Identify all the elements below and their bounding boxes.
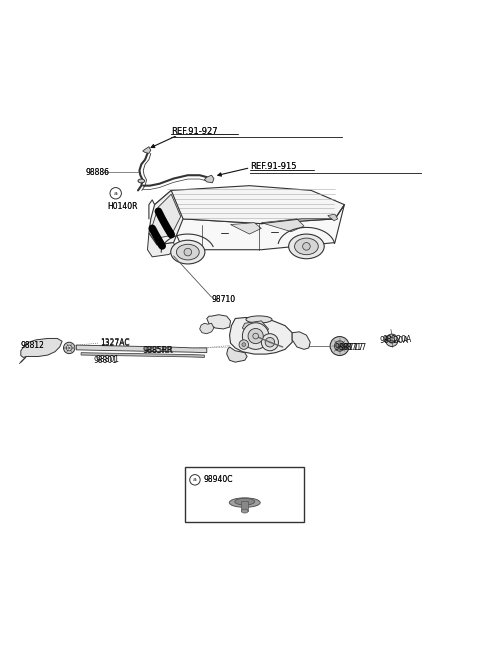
Text: a: a	[193, 478, 197, 482]
Ellipse shape	[295, 238, 318, 255]
Circle shape	[110, 188, 121, 199]
Polygon shape	[147, 233, 176, 257]
Polygon shape	[261, 219, 304, 232]
Polygon shape	[149, 190, 183, 245]
Text: 98801: 98801	[94, 356, 118, 365]
Circle shape	[239, 340, 249, 350]
Ellipse shape	[171, 240, 205, 264]
Ellipse shape	[241, 509, 248, 513]
Text: 98886: 98886	[86, 168, 110, 177]
Circle shape	[66, 345, 72, 351]
Text: H0140R: H0140R	[107, 202, 138, 211]
Text: 98812: 98812	[21, 340, 45, 350]
Circle shape	[385, 334, 398, 346]
Polygon shape	[171, 190, 344, 250]
Text: 9885RR: 9885RR	[144, 346, 174, 355]
Circle shape	[184, 248, 192, 256]
Text: 98717: 98717	[343, 344, 367, 352]
Text: 98812: 98812	[21, 341, 45, 350]
Circle shape	[253, 333, 259, 339]
Polygon shape	[81, 353, 204, 358]
Text: REF.91-915: REF.91-915	[251, 162, 297, 171]
Text: 1327AC: 1327AC	[100, 338, 130, 347]
Circle shape	[242, 323, 269, 350]
Polygon shape	[230, 222, 261, 234]
Bar	[241, 501, 248, 511]
Text: a: a	[114, 191, 118, 195]
Text: H0140R: H0140R	[107, 202, 138, 211]
Text: 1327AC: 1327AC	[100, 338, 130, 348]
Text: 98940C: 98940C	[204, 476, 233, 484]
Ellipse shape	[235, 499, 255, 505]
Ellipse shape	[246, 316, 272, 323]
Circle shape	[248, 329, 263, 344]
Circle shape	[190, 474, 200, 485]
Polygon shape	[227, 347, 247, 362]
Circle shape	[302, 243, 310, 250]
Polygon shape	[229, 318, 292, 354]
Polygon shape	[204, 175, 214, 183]
Text: 98940C: 98940C	[204, 476, 233, 484]
Ellipse shape	[138, 179, 144, 183]
Polygon shape	[76, 345, 207, 353]
Polygon shape	[242, 321, 268, 334]
Text: 98801: 98801	[96, 356, 120, 364]
Text: 98120A: 98120A	[383, 335, 411, 344]
Ellipse shape	[288, 234, 324, 258]
Text: 9885RR: 9885RR	[143, 346, 173, 355]
Polygon shape	[292, 332, 310, 350]
Ellipse shape	[229, 498, 260, 507]
Circle shape	[261, 334, 278, 351]
Polygon shape	[200, 323, 214, 334]
Polygon shape	[207, 315, 230, 329]
Circle shape	[389, 337, 395, 343]
Circle shape	[63, 342, 75, 354]
Text: REF.91-927: REF.91-927	[171, 127, 218, 136]
Polygon shape	[155, 186, 344, 224]
Text: REF.91-927: REF.91-927	[171, 127, 218, 136]
Circle shape	[335, 341, 345, 351]
Text: REF.91-915: REF.91-915	[251, 162, 297, 171]
Polygon shape	[143, 147, 151, 154]
Text: 98717: 98717	[335, 344, 359, 352]
Polygon shape	[21, 338, 62, 358]
Text: 98717: 98717	[340, 344, 364, 352]
Circle shape	[330, 337, 349, 356]
Polygon shape	[152, 194, 180, 238]
Bar	[185, 467, 304, 522]
Text: 98886: 98886	[86, 168, 110, 177]
Polygon shape	[328, 214, 338, 221]
Text: 98710: 98710	[212, 295, 236, 304]
Text: 98710: 98710	[212, 295, 236, 304]
Circle shape	[265, 337, 275, 347]
Ellipse shape	[177, 244, 199, 260]
Text: 98120A: 98120A	[380, 337, 409, 345]
Circle shape	[242, 342, 246, 346]
